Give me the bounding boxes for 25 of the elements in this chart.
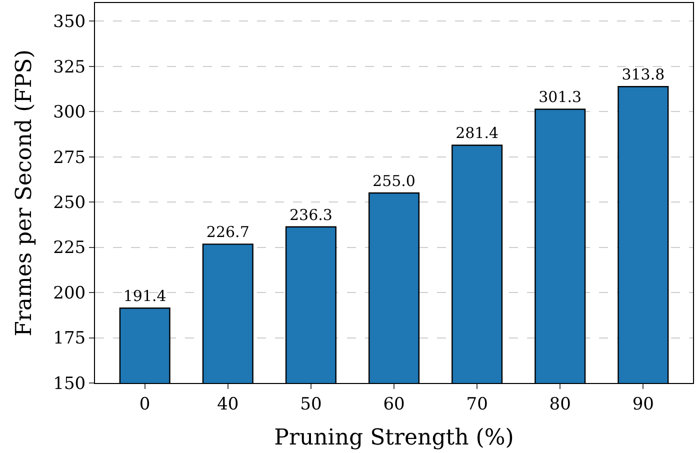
y-tick-label: 300 [53, 102, 86, 123]
y-tick-label: 200 [53, 283, 86, 304]
x-tick-label: 40 [217, 394, 239, 414]
x-tick-label: 60 [383, 394, 405, 414]
y-tick-label: 250 [53, 193, 86, 213]
data-label: 236.3 [289, 206, 332, 224]
x-tick-label: 80 [549, 394, 571, 414]
data-label: 191.4 [123, 287, 166, 306]
x-axis-title: Pruning Strength (%) [274, 425, 514, 450]
y-tick-label: 350 [53, 12, 86, 32]
y-tick-label: 325 [53, 57, 86, 78]
x-tick-label: 70 [466, 394, 488, 414]
data-label: 301.3 [538, 88, 582, 106]
y-tick-label: 275 [53, 148, 86, 168]
data-label: 313.8 [622, 66, 665, 84]
y-axis-title: Frames per Second (FPS) [12, 50, 37, 336]
y-tick-label: 225 [53, 238, 86, 258]
data-label: 226.7 [206, 223, 250, 242]
y-tick-label: 175 [53, 328, 86, 349]
y-tick-label: 150 [53, 374, 86, 394]
x-tick-label: 0 [139, 394, 150, 414]
data-label: 281.4 [456, 124, 499, 142]
data-label: 255.0 [372, 172, 416, 190]
x-tick-label: 90 [632, 394, 654, 414]
x-tick-label: 50 [300, 394, 322, 414]
